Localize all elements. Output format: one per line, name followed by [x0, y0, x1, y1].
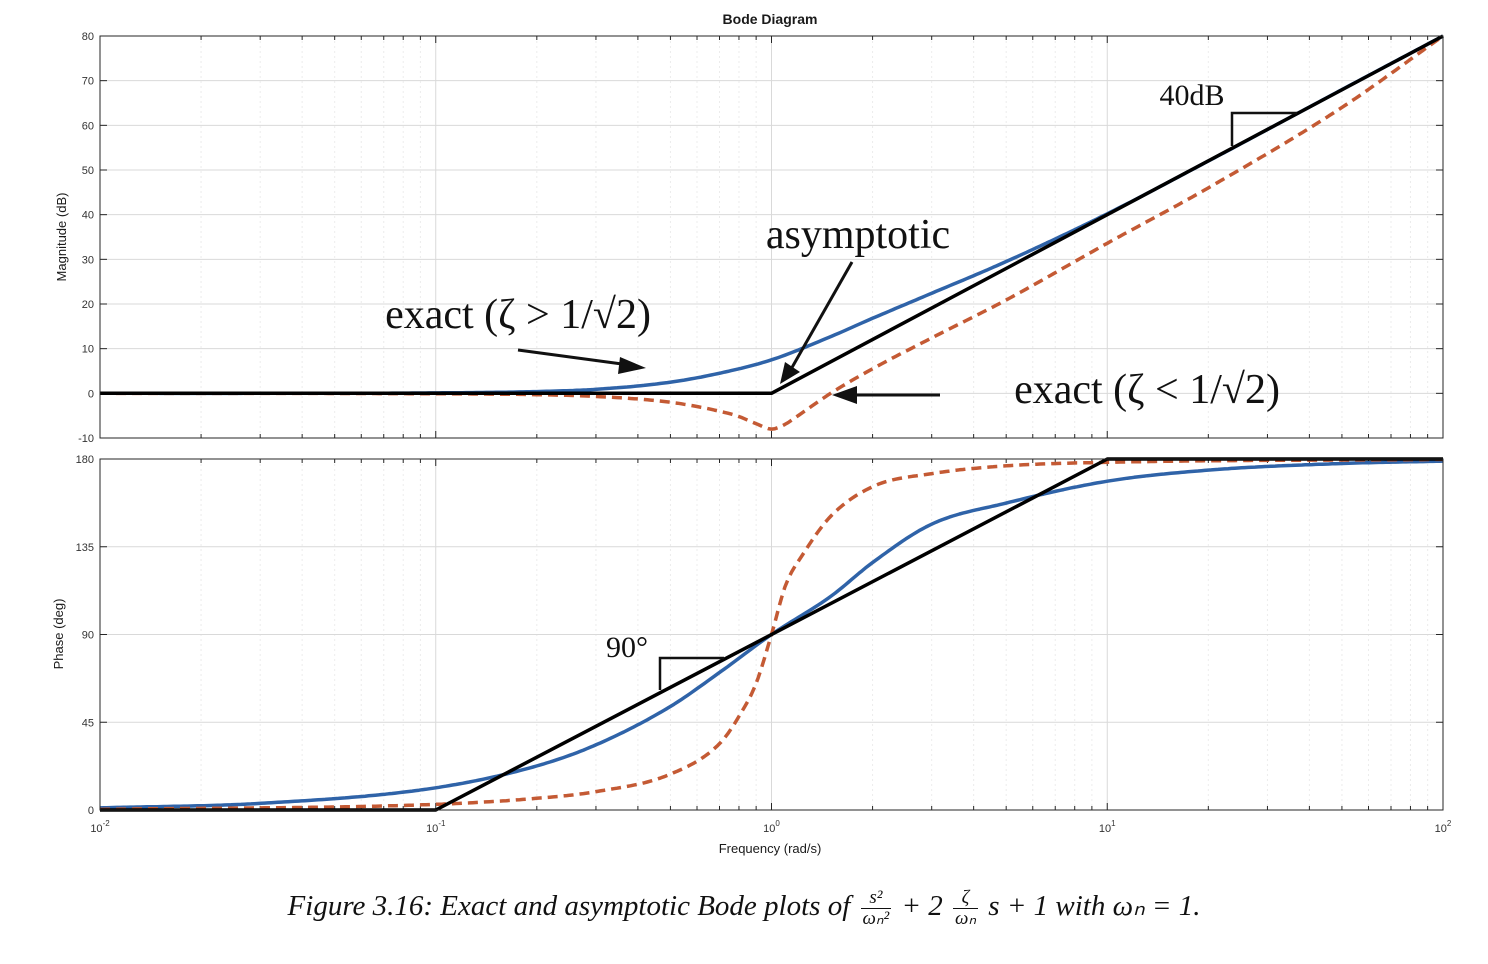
y-tick-label: 180 [76, 454, 94, 466]
x-tick-label: 101 [1099, 819, 1116, 835]
annotation-exact-high-damping: exact (ζ > 1/√2) [385, 292, 651, 338]
chart-title: Bode Diagram [723, 11, 818, 27]
x-tick-label: 102 [1435, 819, 1452, 835]
annotation-asymptotic: asymptotic [766, 212, 950, 258]
y-tick-label: 20 [82, 299, 94, 311]
caption-frac1-den: ωₙ² [862, 907, 890, 929]
slope-marker-40db [1230, 111, 1297, 146]
x-tick-label: 10-1 [426, 819, 446, 835]
y-tick-label: 30 [82, 254, 94, 266]
y-tick-label: -10 [78, 433, 94, 445]
magnitude-y-ticks: -10 0 10 20 30 40 50 60 70 80 [78, 31, 94, 445]
caption-fraction-zeta: ζ ωₙ [953, 888, 979, 929]
mag-series-asymptotic [100, 34, 1444, 396]
mag-series-exact-low-damping [100, 34, 1445, 431]
magnitude-plot: -10 0 10 20 30 40 50 60 70 80 Magnitude (dB) asym… [54, 31, 1445, 445]
phase-xlabel: Frequency (rad/s) [719, 841, 822, 856]
x-tick-label: 10-2 [90, 819, 110, 835]
y-tick-label: 60 [82, 120, 94, 132]
magnitude-series [100, 34, 1445, 431]
annotation-40db: 40dB [1159, 79, 1224, 112]
arrowhead-exact-low-damping [832, 386, 857, 404]
y-tick-label: 70 [82, 76, 94, 88]
arrowhead-exact-high-damping [618, 357, 646, 374]
y-tick-label: 0 [88, 805, 94, 817]
phase-y-ticks: 0 45 90 135 180 [76, 454, 94, 817]
phase-x-ticks: 10-2 10-1 100 101 102 [90, 819, 1452, 835]
caption-fraction-s2: s² ωₙ² [860, 888, 892, 929]
y-tick-label: 50 [82, 165, 94, 177]
caption-mid: + 2 [901, 890, 943, 923]
arrow-asymptotic [788, 261, 854, 372]
caption-lead: Figure 3.16: Exact and asymptotic Bode p… [287, 890, 851, 923]
y-tick-label: 135 [76, 542, 94, 554]
arrow-exact-high-damping [517, 348, 623, 366]
magnitude-ylabel: Magnitude (dB) [54, 193, 69, 282]
phase-axes-frame [99, 458, 1444, 811]
x-tick-label: 100 [763, 819, 780, 835]
caption-tail: s + 1 with ωₙ = 1. [988, 890, 1201, 923]
annotation-exact-low-damping: exact (ζ < 1/√2) [1014, 367, 1280, 413]
y-tick-label: 40 [82, 210, 94, 222]
magnitude-axes-frame [99, 35, 1444, 439]
y-tick-label: 10 [82, 344, 94, 356]
caption-frac2-num: ζ [953, 888, 979, 909]
caption-frac1-num: s² [860, 888, 892, 909]
y-tick-label: 90 [82, 630, 94, 642]
phase-ylabel: Phase (deg) [51, 599, 66, 670]
y-tick-label: 45 [82, 717, 94, 729]
y-tick-label: 0 [88, 388, 94, 400]
annotation-90deg: 90° [606, 631, 648, 664]
arrowhead-asymptotic [780, 362, 800, 384]
caption-frac2-den: ωₙ [955, 907, 977, 929]
y-tick-label: 80 [82, 31, 94, 43]
figure-caption: Figure 3.16: Exact and asymptotic Bode p… [0, 888, 1488, 929]
slope-marker-90deg [658, 656, 724, 690]
